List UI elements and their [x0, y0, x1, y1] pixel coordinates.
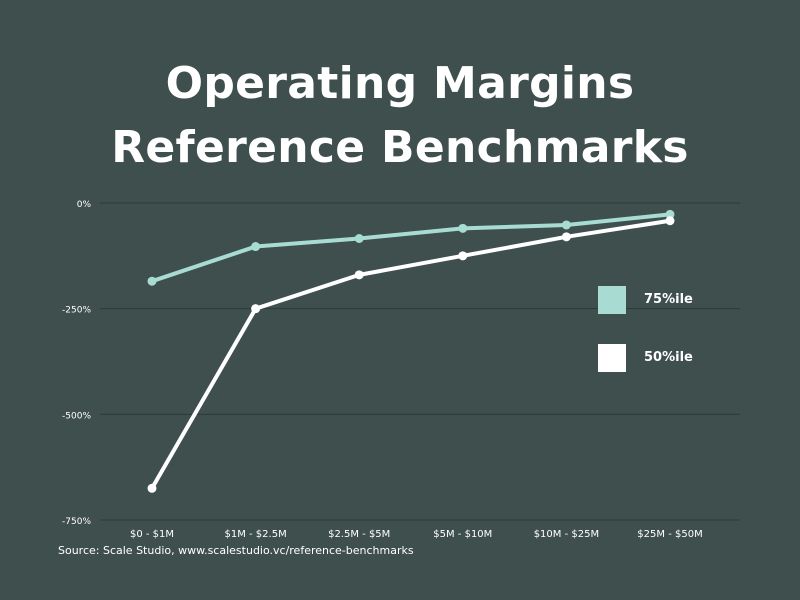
series-line-0 — [150, 212, 672, 284]
series-1-point — [665, 216, 675, 226]
series-0-point — [561, 220, 571, 230]
legend-label-50: 50%ile — [644, 350, 693, 365]
series-1-point — [147, 483, 157, 493]
x-tick-label: $2.5M - $5M — [328, 529, 390, 540]
y-tick-label: -250% — [62, 306, 91, 316]
x-tick-label: $10M - $25M — [534, 529, 599, 540]
x-axis-ticks: $0 - $1M $1M - $2.5M $2.5M - $5M $5M - $10M… — [130, 529, 703, 540]
chart-title-line-2: Reference Benchmarks — [111, 122, 689, 173]
series-1-point — [561, 232, 571, 242]
series-0-point — [458, 223, 468, 233]
series-0-point — [251, 242, 261, 252]
series-1-point — [251, 304, 261, 314]
y-axis-ticks: 0% -250% -500% -750% — [62, 200, 91, 527]
x-tick-label: $25M - $50M — [637, 529, 702, 540]
y-tick-label: -750% — [62, 517, 91, 527]
y-tick-label: 0% — [77, 200, 92, 210]
series-lines — [147, 209, 675, 493]
x-tick-label: $1M - $2.5M — [224, 529, 286, 540]
x-tick-label: $5M - $10M — [433, 529, 492, 540]
grid-lines — [100, 202, 740, 521]
series-0-point — [147, 276, 157, 286]
series-1-point — [354, 270, 364, 280]
legend-swatch-75 — [598, 286, 626, 314]
series-line-1 — [150, 218, 672, 491]
series-1-point — [458, 251, 468, 261]
legend-swatch-50 — [598, 344, 626, 372]
y-tick-label: -500% — [62, 411, 91, 421]
source-note: Source: Scale Studio, www.scalestudio.vc… — [58, 544, 414, 557]
series-0-point — [354, 234, 364, 244]
series-0-point — [665, 209, 675, 219]
chart-title-line-1: Operating Margins — [165, 58, 635, 109]
chart-title: Operating Margins Reference Benchmarks — [0, 52, 800, 180]
legend-label-75: 75%ile — [644, 292, 693, 307]
x-tick-label: $0 - $1M — [130, 529, 174, 540]
